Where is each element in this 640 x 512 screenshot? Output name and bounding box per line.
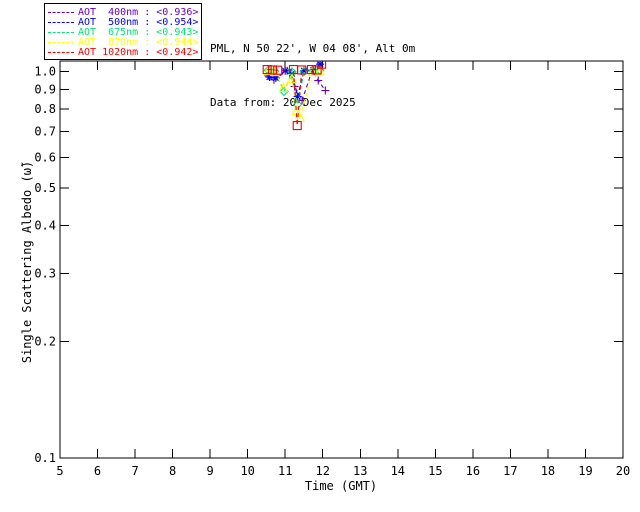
x-tick-label: 8	[169, 464, 176, 478]
x-tick-label: 12	[316, 464, 330, 478]
data-point-asterisk	[293, 92, 302, 101]
x-tick-label: 20	[616, 464, 630, 478]
legend-label: AOT 1020nm : <0.942>	[78, 46, 199, 58]
x-tick-label: 7	[131, 464, 138, 478]
legend-label: AOT 500nm : <0.954>	[78, 16, 199, 28]
x-tick-label: 19	[578, 464, 592, 478]
y-tick-label: 0.9	[34, 82, 56, 96]
legend-line-sample	[48, 21, 74, 23]
data-series-layer	[262, 61, 330, 131]
x-tick-label: 17	[503, 464, 517, 478]
data-point-asterisk	[281, 66, 290, 75]
y-tick-label: 1.0	[34, 65, 56, 79]
x-axis-label: Time (GMT)	[305, 479, 377, 493]
data-point-triangle	[278, 82, 289, 93]
x-tick-label: 15	[428, 464, 442, 478]
legend-item: AOT 675nm : <0.943>	[48, 26, 199, 38]
station-info: PML, N 50 22', W 04 08', Alt 0m	[210, 42, 416, 55]
date-info: Data from: 20 Dec 2025	[210, 96, 356, 109]
legend-item: AOT 400nm : <0.936>	[48, 6, 199, 18]
data-point-square	[292, 120, 302, 131]
x-tick-label: 14	[391, 464, 405, 478]
legend-item: AOT 1020nm : <0.942>	[48, 46, 199, 58]
data-point-triangle	[314, 65, 325, 76]
x-tick-label: 18	[541, 464, 555, 478]
y-axis-label: Single Scattering Albedo (ω̃)	[20, 161, 34, 363]
x-tick-label: 6	[94, 464, 101, 478]
data-point-asterisk	[316, 61, 325, 69]
data-point-square	[312, 65, 322, 75]
legend-box: AOT 400nm : <0.936> AOT 500nm : <0.954> AO…	[44, 3, 202, 60]
legend-item: AOT 870nm : <0.944>	[48, 36, 199, 48]
x-tick-label: 9	[207, 464, 214, 478]
data-point-triangle	[263, 65, 274, 76]
data-point-square	[297, 65, 307, 75]
legend-line-sample	[48, 41, 74, 43]
legend-label: AOT 870nm : <0.944>	[78, 36, 199, 48]
legend-label: AOT 675nm : <0.943>	[78, 26, 199, 38]
legend-line-sample	[48, 11, 74, 13]
data-point-triangle	[307, 66, 318, 77]
y-tick-label: 0.6	[34, 150, 56, 164]
data-point-asterisk	[265, 73, 274, 82]
y-tick-label: 0.4	[34, 218, 56, 232]
y-tick-label: 0.3	[34, 267, 56, 281]
data-point-plus	[321, 86, 330, 95]
y-tick-label: 0.2	[34, 335, 56, 349]
data-point-asterisk	[299, 66, 308, 75]
x-tick-label: 11	[278, 464, 292, 478]
legend-label: AOT 400nm : <0.936>	[78, 6, 199, 18]
data-point-asterisk	[271, 73, 280, 82]
y-tick-label: 0.7	[34, 124, 56, 138]
x-tick-label: 5	[56, 464, 63, 478]
legend-line-sample	[48, 31, 74, 33]
x-tick-label: 16	[466, 464, 480, 478]
y-tick-label: 0.1	[34, 451, 56, 465]
tick-labels: 5 6 7 8 9 10 11 12 13 14 15 16 17 18 19 20 0.1 0.2 0.3 0.4 0…	[34, 65, 630, 478]
legend-item: AOT 500nm : <0.954>	[48, 16, 199, 28]
x-tick-label: 10	[240, 464, 254, 478]
plot-border	[59, 60, 624, 459]
x-tick-label: 13	[353, 464, 367, 478]
data-point-plus	[314, 76, 323, 85]
y-tick-label: 0.8	[34, 102, 56, 116]
data-point-square	[317, 61, 327, 69]
header-info: PML, N 50 22', W 04 08', Alt 0m Data fro…	[210, 4, 415, 148]
data-point-square	[273, 65, 283, 75]
y-tick-label: 0.5	[34, 181, 56, 195]
series-aot-1020nm	[262, 61, 327, 131]
legend-line-sample	[48, 51, 74, 53]
axes	[59, 60, 624, 459]
